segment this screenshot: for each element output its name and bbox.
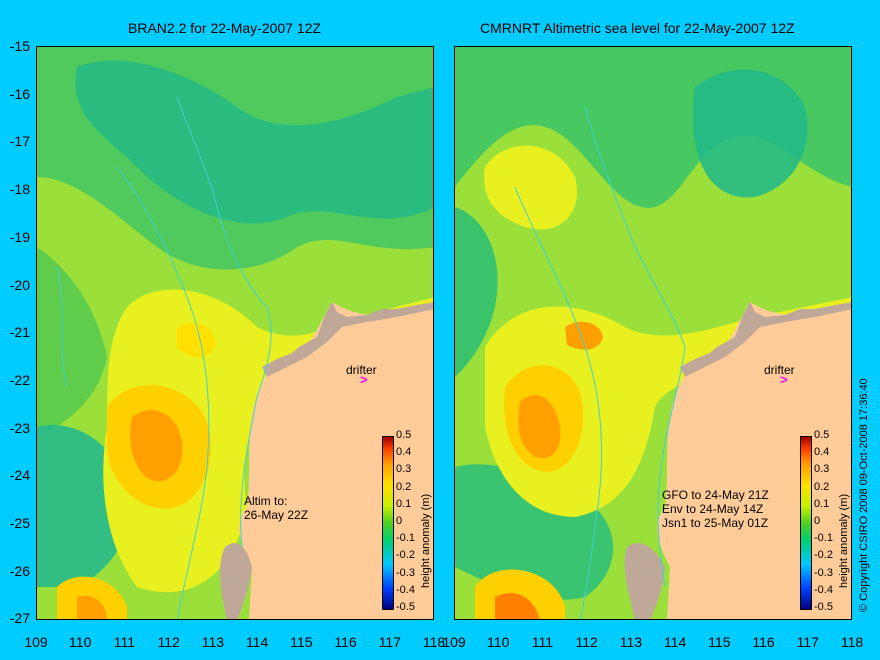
colorbar-tick: -0.3 — [814, 566, 833, 579]
colorbar-tick: 0.5 — [814, 429, 830, 441]
colorbar-tick: -0.4 — [814, 583, 833, 596]
colorbar-tick: -0.5 — [396, 601, 415, 613]
colorbar-tick: 0 — [814, 515, 821, 527]
right-drifter-marker: > — [780, 372, 788, 387]
y-axis-label: -26 — [9, 562, 30, 579]
colorbar-tick: 0.3 — [814, 463, 830, 476]
colorbar-tick: 0.5 — [396, 429, 412, 441]
y-axis-label: -25 — [9, 515, 30, 531]
colorbar-tick: -0.2 — [814, 549, 833, 562]
colorbar-tick: -0.3 — [396, 566, 415, 579]
y-axis-label: -22 — [9, 371, 30, 388]
colorbar-tick: 0.2 — [814, 480, 830, 493]
y-axis-label: -23 — [9, 419, 30, 436]
x-axis-label: 114 — [663, 634, 687, 650]
left-panel-title: BRAN2.2 for 22-May-2007 12Z — [128, 20, 321, 36]
x-axis-label: 118 — [840, 634, 864, 650]
left-map-svg — [37, 47, 433, 619]
left-map-panel — [36, 46, 434, 620]
y-axis-label: -24 — [9, 467, 30, 484]
x-axis-label: 111 — [531, 634, 554, 650]
colorbar-tick: -0.5 — [814, 601, 833, 613]
colorbar-tick: 0.2 — [396, 480, 412, 493]
colorbar-tick: -0.2 — [396, 549, 415, 562]
colorbar-tick: 0.4 — [814, 446, 830, 459]
x-axis-label: 114 — [245, 634, 269, 650]
y-axis-label: -27 — [9, 610, 30, 627]
colorbar-tick: 0.4 — [396, 446, 412, 459]
x-axis-label: 113 — [619, 634, 643, 650]
y-axis-label: -16 — [9, 85, 30, 102]
y-axis-label: -18 — [9, 181, 30, 198]
y-axis-label: -21 — [9, 324, 30, 341]
x-axis-label: 112 — [575, 634, 598, 650]
x-axis-label: 112 — [157, 634, 180, 650]
left-colorbar — [382, 436, 394, 610]
y-axis-label: -20 — [9, 276, 30, 293]
x-axis-label: 115 — [708, 634, 731, 650]
left-altim-note: Altim to: 26-May 22Z — [244, 494, 309, 522]
x-axis-label: 110 — [69, 634, 92, 650]
x-axis-label: 116 — [334, 634, 357, 650]
right-altim-note: GFO to 24-May 21Z Env to 24-May 14Z Jsn1… — [662, 488, 769, 530]
y-axis-label: -19 — [9, 228, 30, 245]
colorbar-tick: 0.1 — [814, 497, 830, 510]
left-drifter-marker: > — [360, 372, 368, 387]
right-map-svg — [455, 47, 851, 619]
colorbar-tick: 0 — [396, 515, 403, 527]
x-axis-label: 111 — [113, 634, 136, 650]
colorbar-tick: 0.3 — [396, 463, 412, 476]
x-axis-label: 117 — [378, 634, 401, 650]
right-colorbar — [800, 436, 812, 610]
x-axis-label: 115 — [290, 634, 313, 650]
colorbar-tick: -0.1 — [396, 532, 415, 545]
copyright-timestamp: © Copyright CSIRO 2008 09-Oct-2008 17:36… — [858, 378, 870, 612]
x-axis-label: 113 — [201, 634, 225, 650]
colorbar-tick: -0.4 — [396, 583, 415, 596]
x-axis-label: 110 — [487, 634, 510, 650]
x-axis-label: 118 — [422, 634, 446, 650]
colorbar-tick: 0.1 — [396, 497, 412, 510]
right-map-panel — [454, 46, 852, 620]
left-colorbar-title: height anomaly (m) — [420, 493, 432, 588]
right-panel-title: CMRNRT Altimetric sea level for 22-May-2… — [480, 20, 795, 36]
x-axis-label: 109 — [442, 634, 466, 650]
y-axis-label: -17 — [9, 133, 30, 150]
colorbar-tick: -0.1 — [814, 532, 833, 545]
right-drifter-label: drifter — [764, 363, 795, 377]
x-axis-label: 109 — [24, 634, 48, 650]
right-colorbar-title: height anomaly (m) — [838, 493, 850, 588]
x-axis-label: 117 — [796, 634, 819, 650]
y-axis-label: -15 — [9, 38, 30, 54]
left-drifter-label: drifter — [346, 363, 377, 377]
x-axis-label: 116 — [752, 634, 775, 650]
